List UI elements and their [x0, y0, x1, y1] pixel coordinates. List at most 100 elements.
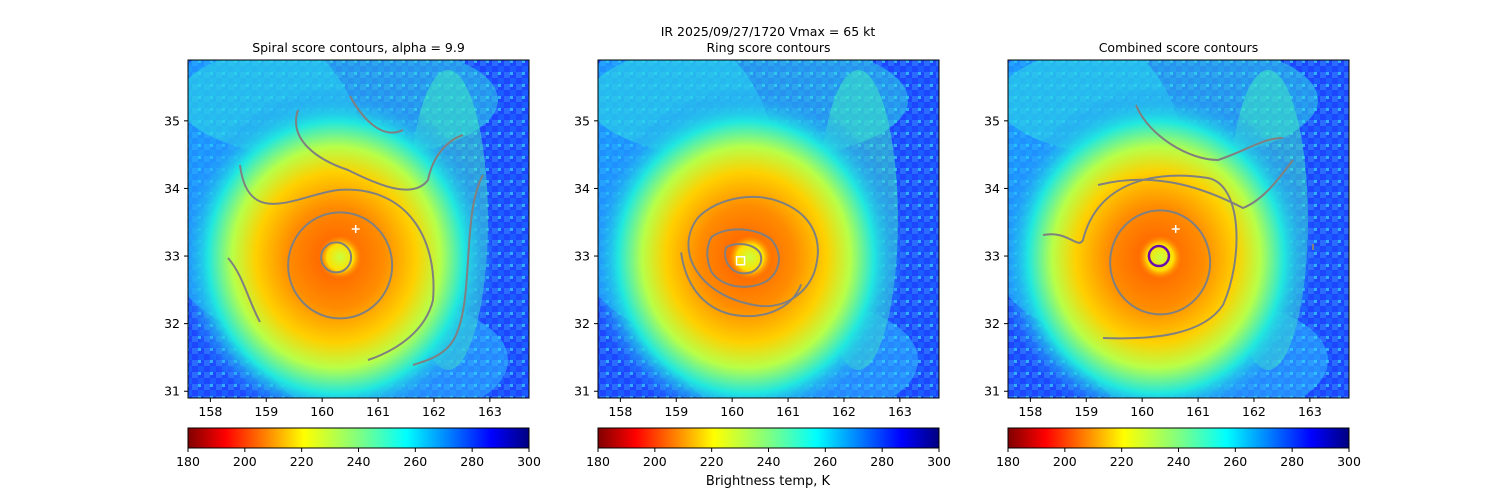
colorbar-tick-label: 300	[517, 454, 541, 469]
center-square-marker	[735, 256, 746, 266]
colorbar: 180 200 220 240 260 280 300	[176, 427, 541, 469]
y-tick-label: 33	[984, 249, 1000, 264]
x-tick-label: 158	[198, 404, 222, 419]
colorbar-tick-label: 220	[700, 454, 724, 469]
x-tick-label: 162	[1242, 404, 1266, 419]
x-tick-label: 159	[664, 404, 688, 419]
y-tick-label: 35	[164, 113, 180, 128]
x-tick-label: 159	[254, 404, 278, 419]
contour-line	[680, 252, 803, 318]
contour-line	[295, 109, 464, 191]
colorbar-label: Brightness temp, K	[706, 474, 831, 489]
x-tick-label: 163	[1298, 404, 1322, 419]
colorbar: 180 200 220 240 260 280 300	[996, 427, 1361, 469]
colorbar-tick-label: 180	[176, 454, 200, 469]
panel-title: Spiral score contours, alpha = 9.9	[252, 40, 465, 55]
x-tick-label: 161	[1186, 404, 1210, 419]
y-tick-label: 32	[164, 316, 180, 331]
colorbar-tick-label: 280	[460, 454, 484, 469]
contour-line	[239, 164, 435, 361]
colorbar-gradient	[597, 427, 940, 449]
x-tick-label: 162	[422, 404, 446, 419]
y-tick-label: 34	[164, 181, 180, 196]
colorbar-gradient	[187, 427, 530, 449]
colorbar-tick-label: 240	[757, 454, 781, 469]
center-plus-marker	[1171, 225, 1180, 233]
y-tick-label: 34	[984, 181, 1000, 196]
colorbar-tick-label: 240	[347, 454, 371, 469]
y-tick-label: 32	[574, 316, 590, 331]
colorbar-tick-label: 300	[1337, 454, 1361, 469]
score-contours	[680, 195, 819, 318]
colorbar-tick-label: 180	[586, 454, 610, 469]
x-tick-label: 163	[478, 404, 502, 419]
y-tick-label: 35	[574, 113, 590, 128]
ir-image	[1008, 60, 1349, 398]
contour-line	[412, 174, 484, 366]
y-tick-label: 31	[984, 384, 1000, 399]
contour-line	[1042, 174, 1238, 340]
storm-eye	[318, 235, 363, 280]
colorbar-tick-label: 260	[1223, 454, 1247, 469]
storm-eye	[728, 235, 773, 280]
ir-image	[598, 60, 939, 398]
contour-line	[227, 257, 261, 323]
colorbar-tick-label: 260	[403, 454, 427, 469]
x-tick-label: 162	[832, 404, 856, 419]
axes-frame	[1007, 59, 1350, 399]
colorbar-tick-label: 200	[233, 454, 257, 469]
contour-line	[349, 95, 404, 134]
y-tick-label: 31	[164, 384, 180, 399]
y-tick-label: 34	[574, 181, 590, 196]
axes-frame	[187, 59, 530, 399]
y-tick-label: 32	[984, 316, 1000, 331]
colorbar-tick-label: 260	[813, 454, 837, 469]
ir-image	[188, 60, 529, 398]
colorbar-tick-label: 200	[643, 454, 667, 469]
x-tick-label: 158	[608, 404, 632, 419]
x-tick-label: 160	[720, 404, 744, 419]
axes-frame	[597, 59, 940, 399]
x-tick-label: 160	[310, 404, 334, 419]
contour-line	[1109, 209, 1212, 316]
x-tick-label: 160	[1130, 404, 1154, 419]
colorbar-tick-label: 280	[1280, 454, 1304, 469]
score-contours	[1042, 104, 1314, 340]
y-tick-label: 31	[574, 384, 590, 399]
colorbar-tick-label: 180	[996, 454, 1020, 469]
x-tick-label: 163	[888, 404, 912, 419]
colorbar-tick-label: 200	[1053, 454, 1077, 469]
contour-line	[1135, 104, 1284, 162]
center-circle-marker	[1147, 244, 1171, 268]
panel-3: Combined score contours 158 159 160 161 162 16…	[984, 40, 1361, 469]
y-tick-label: 33	[574, 249, 590, 264]
contour-line	[320, 241, 353, 274]
storm-eye	[1138, 235, 1183, 280]
colorbar-tick-label: 300	[927, 454, 951, 469]
colorbar-tick-label: 220	[290, 454, 314, 469]
panel-2: Ring score contours 158 159 160 161 162 163 31 3…	[574, 40, 951, 469]
panel-1: Spiral score contours, alpha = 9.9 158 159…	[164, 40, 541, 469]
colorbar-gradient	[1007, 427, 1350, 449]
x-tick-label: 161	[366, 404, 390, 419]
x-tick-label: 158	[1018, 404, 1042, 419]
colorbar-tick-label: 280	[870, 454, 894, 469]
y-tick-label: 33	[164, 249, 180, 264]
panel-title: Combined score contours	[1099, 40, 1259, 55]
colorbar: 180 200 220 240 260 280 300	[586, 427, 951, 469]
contour-line	[724, 243, 763, 275]
y-tick-label: 35	[984, 113, 1000, 128]
panel-title: Ring score contours	[706, 40, 830, 55]
score-contours	[227, 95, 484, 366]
colorbar-tick-label: 220	[1110, 454, 1134, 469]
x-tick-label: 161	[776, 404, 800, 419]
contour-line	[687, 195, 819, 308]
contour-line	[1097, 159, 1294, 210]
contour-line	[706, 228, 780, 288]
colorbar-tick-label: 240	[1167, 454, 1191, 469]
x-tick-label: 159	[1074, 404, 1098, 419]
center-plus-marker	[351, 225, 360, 233]
contour-line	[287, 211, 394, 320]
suptitle: IR 2025/09/27/1720 Vmax = 65 kt	[661, 24, 876, 39]
